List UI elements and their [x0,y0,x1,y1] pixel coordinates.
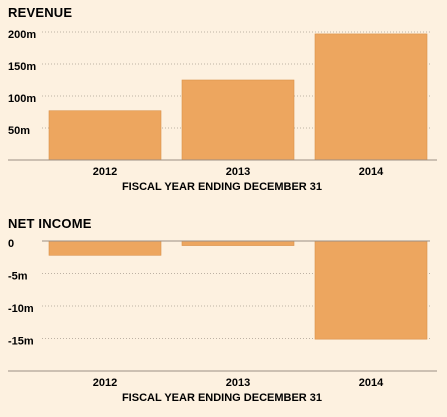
y-tick-label: 200m [8,29,36,41]
y-tick-label: -10m [8,303,34,315]
y-tick-label: 100m [8,93,36,105]
bar-2013 [181,79,295,161]
x-tick-label: 2014 [359,166,384,178]
y-tick-label: -5m [8,271,28,283]
y-tick-label: -15m [8,336,34,348]
x-tick-label: 2012 [93,377,117,389]
bar-2014 [314,240,428,340]
bar-2012 [48,240,162,256]
x-axis-label: FISCAL YEAR ENDING DECEMBER 31 [122,181,322,193]
bar-2012 [48,110,162,161]
x-tick-label: 2014 [359,377,384,389]
chart-title: NET INCOME [8,216,92,231]
x-tick-label: 2013 [226,166,250,178]
bar-2013 [181,240,295,246]
x-axis-label: FISCAL YEAR ENDING DECEMBER 31 [122,392,322,404]
y-tick-label: 0 [8,238,14,250]
bar-2014 [314,33,428,161]
y-tick-label: 50m [8,125,30,137]
y-tick-label: 150m [8,61,36,73]
chart-title: REVENUE [8,5,72,20]
x-tick-label: 2013 [226,377,250,389]
x-tick-label: 2012 [93,166,117,178]
